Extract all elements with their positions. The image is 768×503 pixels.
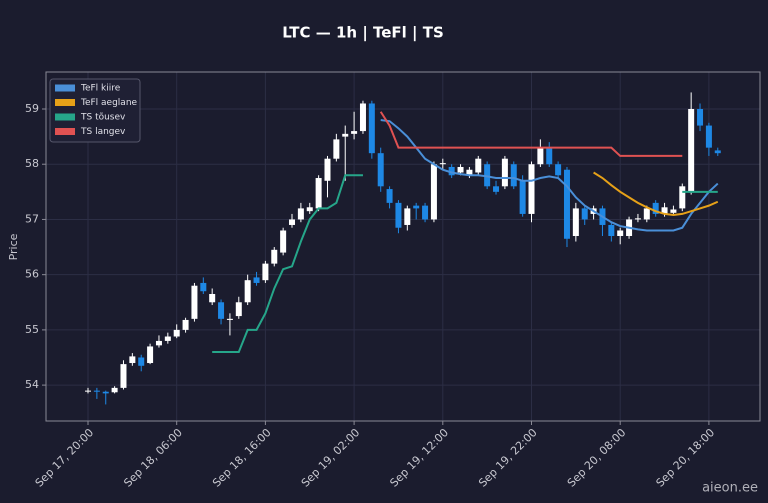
candle-body (120, 364, 127, 388)
indicator-line (379, 111, 683, 157)
candle-body (209, 293, 216, 303)
candle-body (688, 108, 695, 192)
candle-body (430, 164, 437, 220)
legend-label: TeFl kiire (80, 84, 121, 94)
candle-body (297, 208, 304, 220)
candle-body (404, 208, 411, 225)
candle-body (617, 230, 624, 237)
y-tick-label: 59 (25, 102, 39, 115)
legend: TeFl kiire TeFl aeglane TS tõusev TS langev (49, 78, 141, 143)
candle-body (422, 205, 429, 220)
candle-body (138, 357, 145, 366)
candle-body (386, 189, 393, 203)
candle-body (670, 209, 677, 213)
candle-body (262, 263, 269, 281)
candle-body (182, 319, 189, 330)
legend-label: TeFl aeglane (80, 98, 138, 108)
y-tick-label: 58 (25, 157, 39, 170)
legend-box (49, 78, 141, 143)
candle-body (714, 150, 721, 154)
legend-label: TS tõusev (80, 113, 126, 123)
y-axis-label: Price (7, 233, 20, 260)
candle-body (448, 166, 455, 176)
legend-swatch (55, 84, 75, 92)
candle-body (253, 277, 260, 283)
legend-label: TS langev (80, 127, 126, 137)
candle-body (368, 103, 375, 154)
y-tick-label: 54 (25, 378, 39, 391)
candle-body (218, 302, 225, 319)
candle-body (324, 158, 331, 181)
candle-body (546, 147, 553, 165)
candle-body (289, 219, 296, 225)
candle-body (164, 336, 171, 341)
candle-body (395, 202, 402, 228)
plot-area (85, 92, 721, 405)
y-tick-label: 55 (25, 323, 39, 336)
candle-body (493, 186, 500, 192)
candle-body (306, 207, 313, 212)
candle-body (351, 131, 358, 134)
candle-body (466, 169, 473, 176)
candle-body (85, 390, 91, 392)
candle-body (634, 218, 641, 220)
candle-body (643, 208, 650, 220)
candle-body (102, 391, 109, 394)
candle-body (315, 178, 322, 209)
candle-body (555, 164, 562, 176)
candle-body (501, 158, 508, 187)
candle-body (155, 340, 162, 346)
candle-body (235, 302, 242, 317)
plot-frame (45, 71, 761, 422)
candle-body (572, 208, 579, 237)
candle-body (280, 230, 287, 253)
candle-body (111, 387, 118, 393)
candle-body (705, 125, 712, 148)
candle-body (661, 207, 668, 214)
candle-body (191, 285, 198, 319)
candle-body (439, 163, 446, 165)
candle-body (679, 186, 686, 209)
candle-body (484, 164, 491, 187)
candle-body (271, 249, 278, 264)
candle-body (200, 282, 207, 292)
candle-body (333, 139, 340, 159)
legend-swatch (55, 128, 75, 135)
candle-body (244, 280, 251, 303)
candle-body (377, 153, 384, 187)
candle-body (528, 164, 535, 214)
candle-body (652, 202, 659, 214)
chart-title: LTC — 1h | TeFl | TS (282, 24, 444, 43)
candle-body (147, 346, 154, 364)
candle-body (510, 164, 517, 187)
candle-body (226, 318, 233, 320)
candle-body (413, 205, 420, 209)
candle-body (173, 329, 180, 337)
y-tick-label: 56 (25, 268, 39, 281)
candle-body (93, 390, 100, 392)
candle-body (475, 158, 482, 173)
candle-body (519, 180, 526, 214)
candle-body (129, 356, 136, 364)
watermark: aieon.ee (702, 481, 758, 496)
candle-body (697, 108, 704, 126)
candle-body (342, 133, 349, 137)
indicator-line (212, 174, 718, 353)
candle-body (563, 169, 570, 239)
indicator-line (593, 171, 719, 217)
candle-body (537, 147, 544, 165)
candle-body (359, 103, 366, 132)
y-tick-label: 57 (25, 212, 39, 225)
candle-body (457, 166, 464, 173)
indicator-line (380, 119, 719, 232)
legend-swatch (55, 99, 75, 106)
candle-body (581, 208, 588, 220)
legend-swatch (55, 113, 75, 121)
candle-body (608, 224, 615, 237)
